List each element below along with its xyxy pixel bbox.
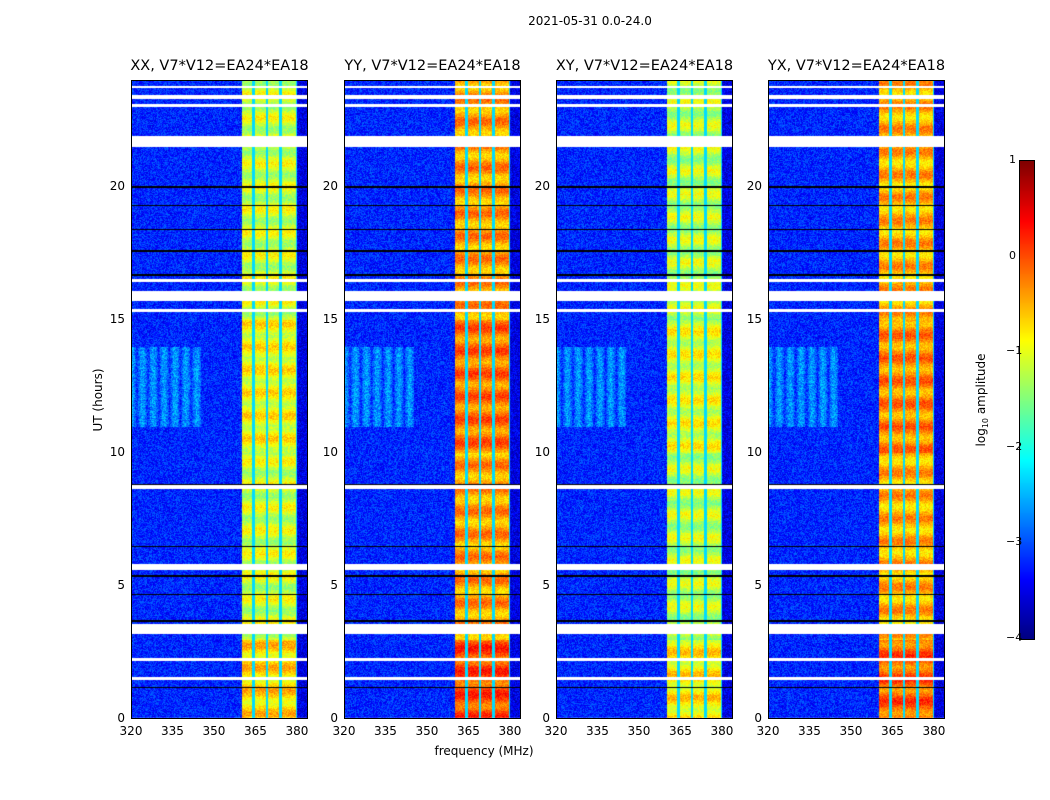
- x-tick-label: 335: [374, 724, 397, 738]
- x-tick-label: 320: [544, 724, 568, 738]
- y-axis-label: UT (hours): [91, 368, 105, 432]
- y-tick-label: 0: [330, 711, 338, 725]
- x-tick-label: 365: [881, 724, 904, 738]
- heatmap-image: [131, 80, 308, 719]
- colorbar-tick-label: 0: [1009, 248, 1016, 262]
- x-tick-label: 380: [498, 724, 522, 738]
- x-tick-label: 380: [922, 724, 946, 738]
- colorbar-label: log10 amplitude: [973, 353, 991, 447]
- colorbar-tick-label: −1: [1006, 344, 1023, 358]
- heatmap-image: [768, 80, 945, 719]
- y-tick-label: 20: [746, 178, 762, 193]
- y-tick-label: 5: [117, 577, 125, 592]
- heatmap-image: [556, 80, 733, 719]
- y-tick-label: 5: [754, 577, 762, 592]
- x-tick-label: 380: [710, 724, 734, 738]
- y-tick-label: 20: [534, 178, 550, 193]
- x-tick-label: 365: [457, 724, 480, 738]
- panel-title: YY, V7*V12=EA24*EA18: [344, 58, 521, 74]
- colorbar: [1019, 160, 1035, 640]
- y-tick-label: 15: [322, 311, 338, 326]
- heatmap-image: [344, 80, 521, 719]
- y-tick-label: 10: [746, 444, 762, 459]
- heatmap-panel: YX, V7*V12=EA24*EA18 0 5 10 15 20 320 335 350 365…: [747, 58, 946, 738]
- x-tick-label: 320: [119, 724, 143, 738]
- y-tick-label: 0: [117, 711, 125, 725]
- x-tick-label: 365: [669, 724, 692, 738]
- x-tick-label: 335: [161, 724, 184, 738]
- x-tick-label: 350: [627, 724, 651, 738]
- y-tick-label: 15: [746, 311, 762, 326]
- y-tick-label: 20: [322, 178, 338, 193]
- x-tick-label: 320: [756, 724, 780, 738]
- y-tick-label: 10: [322, 444, 338, 459]
- colorbar-tick-label: −2: [1006, 439, 1023, 453]
- heatmap-panel: XY, V7*V12=EA24*EA18 0 5 10 15 20 320 335 350 365…: [535, 58, 734, 738]
- x-tick-label: 320: [332, 724, 356, 738]
- panel-title: XX, V7*V12=EA24*EA18: [130, 58, 309, 74]
- y-tick-label: 20: [109, 178, 125, 193]
- x-tick-label: 350: [202, 724, 226, 738]
- y-tick-label: 15: [534, 311, 550, 326]
- x-tick-label: 335: [798, 724, 821, 738]
- colorbar-tick-label: −3: [1006, 535, 1023, 549]
- y-tick-label: 5: [330, 577, 338, 592]
- y-tick-label: 15: [109, 311, 125, 326]
- y-tick-label: 10: [534, 444, 550, 459]
- x-tick-label: 335: [586, 724, 609, 738]
- panel-title: YX, V7*V12=EA24*EA18: [767, 58, 946, 74]
- x-tick-label: 380: [285, 724, 309, 738]
- x-axis-label: frequency (MHz): [434, 744, 534, 758]
- x-tick-label: 350: [415, 724, 439, 738]
- panel-title: XY, V7*V12=EA24*EA18: [555, 58, 734, 74]
- y-tick-label: 0: [754, 711, 762, 725]
- y-tick-label: 10: [109, 444, 125, 459]
- x-tick-label: 365: [244, 724, 267, 738]
- heatmap-panel: XX, V7*V12=EA24*EA18 0 5 10 15 20 320 335 350 365…: [110, 58, 309, 738]
- colorbar-tick-label: 1: [1009, 153, 1016, 166]
- y-tick-label: 5: [542, 577, 550, 592]
- colorbar-tick-label: −4: [1006, 631, 1023, 644]
- x-tick-label: 350: [839, 724, 863, 738]
- heatmap-panel: YY, V7*V12=EA24*EA18 0 5 10 15 20 320 335 350 365…: [323, 58, 522, 738]
- y-tick-label: 0: [542, 711, 550, 725]
- figure-title: 2021-05-31 0.0-24.0: [528, 14, 652, 28]
